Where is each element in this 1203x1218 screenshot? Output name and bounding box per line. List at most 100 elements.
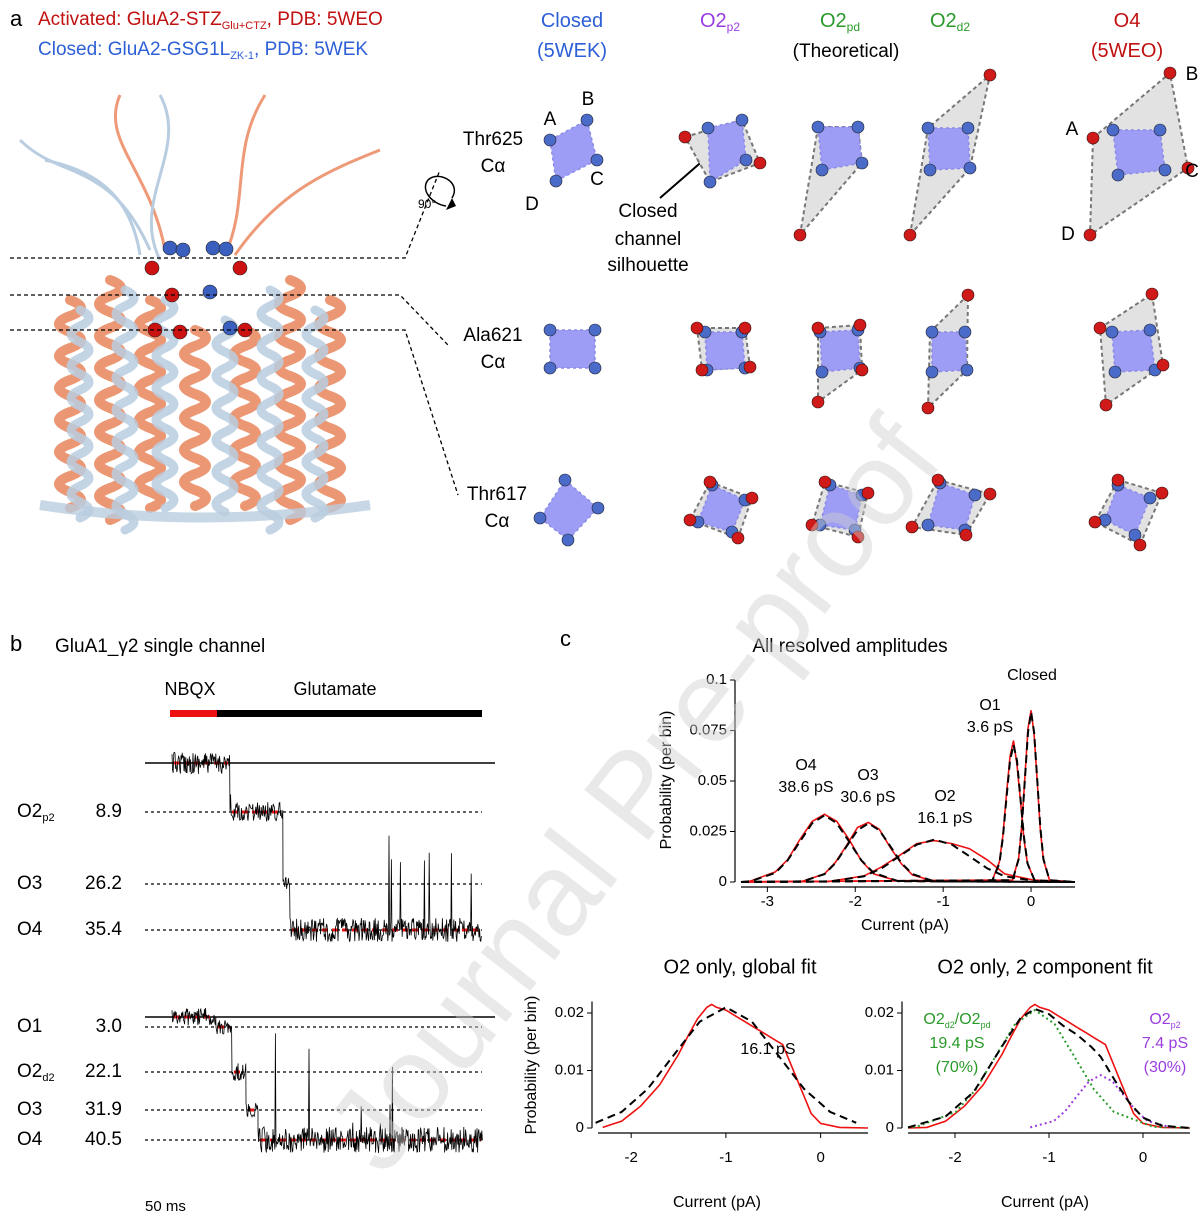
atom: [984, 488, 996, 500]
atom: [679, 131, 691, 143]
text-part: Activated: GluA2-STZ: [38, 9, 222, 30]
atom: [961, 364, 973, 376]
rotation-label: 90°: [418, 197, 436, 211]
text-part: O2: [700, 10, 727, 32]
atom: [581, 114, 593, 126]
series-line: [596, 1007, 857, 1123]
annotation: O2d2/O2pd: [923, 1011, 990, 1030]
text-part: O2: [17, 1061, 42, 1082]
x-tick-label: -2: [849, 893, 862, 910]
text-part: O1: [979, 697, 1000, 714]
subscript: ZK-1: [230, 50, 254, 62]
text-part: O4: [795, 757, 816, 774]
row-label: Cα: [485, 511, 510, 532]
atom: [924, 164, 936, 176]
bar-label: NBQX: [164, 679, 215, 699]
atom: [960, 529, 972, 541]
glutamate-bar: [217, 710, 482, 717]
conductance-label: 22.1: [85, 1061, 122, 1082]
conductance-label: 3.0: [96, 1016, 122, 1037]
atom: [550, 175, 562, 187]
subscript: d2: [42, 1072, 54, 1084]
atom: [691, 322, 703, 334]
atom: [1109, 366, 1121, 378]
ribbon: [184, 330, 206, 506]
callout-arrow: [660, 158, 706, 198]
annotation: 3.6 pS: [967, 719, 1013, 736]
atom: [984, 69, 996, 81]
atom: [591, 154, 603, 166]
text-part: 16.1 pS: [740, 1041, 795, 1058]
conductance-label: 26.2: [85, 873, 122, 894]
closed-silhouette: [818, 127, 862, 170]
atom: [589, 324, 601, 336]
x-axis-label: Current (pA): [861, 917, 949, 934]
atom: [746, 492, 758, 504]
nbqx-bar: [170, 710, 217, 717]
annotation: O2p2: [1149, 1011, 1180, 1030]
atom: [684, 514, 696, 526]
closed-silhouette: [820, 330, 860, 372]
text-part: O4: [17, 919, 43, 940]
atom: [1112, 474, 1124, 486]
y-tick-label: 0: [576, 1119, 584, 1136]
subscript: pd: [847, 20, 860, 34]
text-part: 3.6 pS: [967, 719, 1013, 736]
y-tick-label: 0: [719, 873, 727, 890]
callout: silhouette: [607, 255, 688, 276]
chart-title: O2 only, global fit: [663, 956, 816, 978]
loop: [235, 150, 380, 255]
atom: [904, 229, 916, 241]
text-part: O2: [930, 10, 957, 32]
atom: [544, 324, 556, 336]
vertex-label: A: [544, 109, 557, 130]
closed-silhouette: [1113, 130, 1165, 175]
atom: [1087, 132, 1099, 144]
atom: [816, 366, 828, 378]
atom: [1107, 124, 1119, 136]
vertex-label: D: [525, 194, 539, 215]
annotation: 16.1 pS: [917, 810, 972, 827]
text-part: , PDB: 5WEK: [254, 39, 368, 60]
column-header: O2p2: [700, 10, 740, 34]
state-label: O3: [17, 1099, 42, 1120]
atom: [163, 241, 177, 255]
atom: [926, 326, 938, 338]
conductance-label: 31.9: [85, 1099, 122, 1120]
atom: [145, 261, 159, 275]
row-label: Cα: [481, 352, 506, 373]
atom: [740, 154, 752, 166]
text-part: 38.6 pS: [778, 779, 833, 796]
y-tick-label: 0.01: [865, 1061, 894, 1078]
text-part: (5WEK): [537, 40, 607, 62]
atom: [854, 319, 866, 331]
state-label: O3: [17, 873, 42, 894]
loop: [20, 140, 150, 250]
atom: [816, 164, 828, 176]
vertex-label: C: [1185, 161, 1199, 182]
text-part: O2: [17, 801, 42, 822]
row-label: Ala621: [463, 325, 522, 346]
y-tick-label: 0.02: [555, 1004, 584, 1021]
atom: [739, 322, 751, 334]
page: a b GluA1_γ2 single channel c Closed cha…: [0, 0, 1203, 1218]
annotation: 38.6 pS: [778, 779, 833, 796]
subscript: d2: [957, 20, 971, 34]
annotation: 30.6 pS: [840, 789, 895, 806]
atom: [812, 396, 824, 408]
atom: [1144, 324, 1156, 336]
series-line: [603, 1004, 868, 1128]
text-part: /O2: [955, 1011, 981, 1028]
panel-label: b: [10, 631, 22, 656]
panel-label: a: [10, 6, 23, 31]
atom: [962, 122, 974, 134]
atom: [959, 326, 971, 338]
atom: [592, 502, 604, 514]
row-label: Thr625: [463, 129, 523, 150]
atom: [969, 489, 981, 501]
atom: [704, 476, 716, 488]
subscript: p2: [42, 812, 54, 824]
subscript: d2: [945, 1020, 955, 1030]
subscript: p2: [727, 20, 741, 34]
closed-silhouette: [540, 480, 598, 540]
